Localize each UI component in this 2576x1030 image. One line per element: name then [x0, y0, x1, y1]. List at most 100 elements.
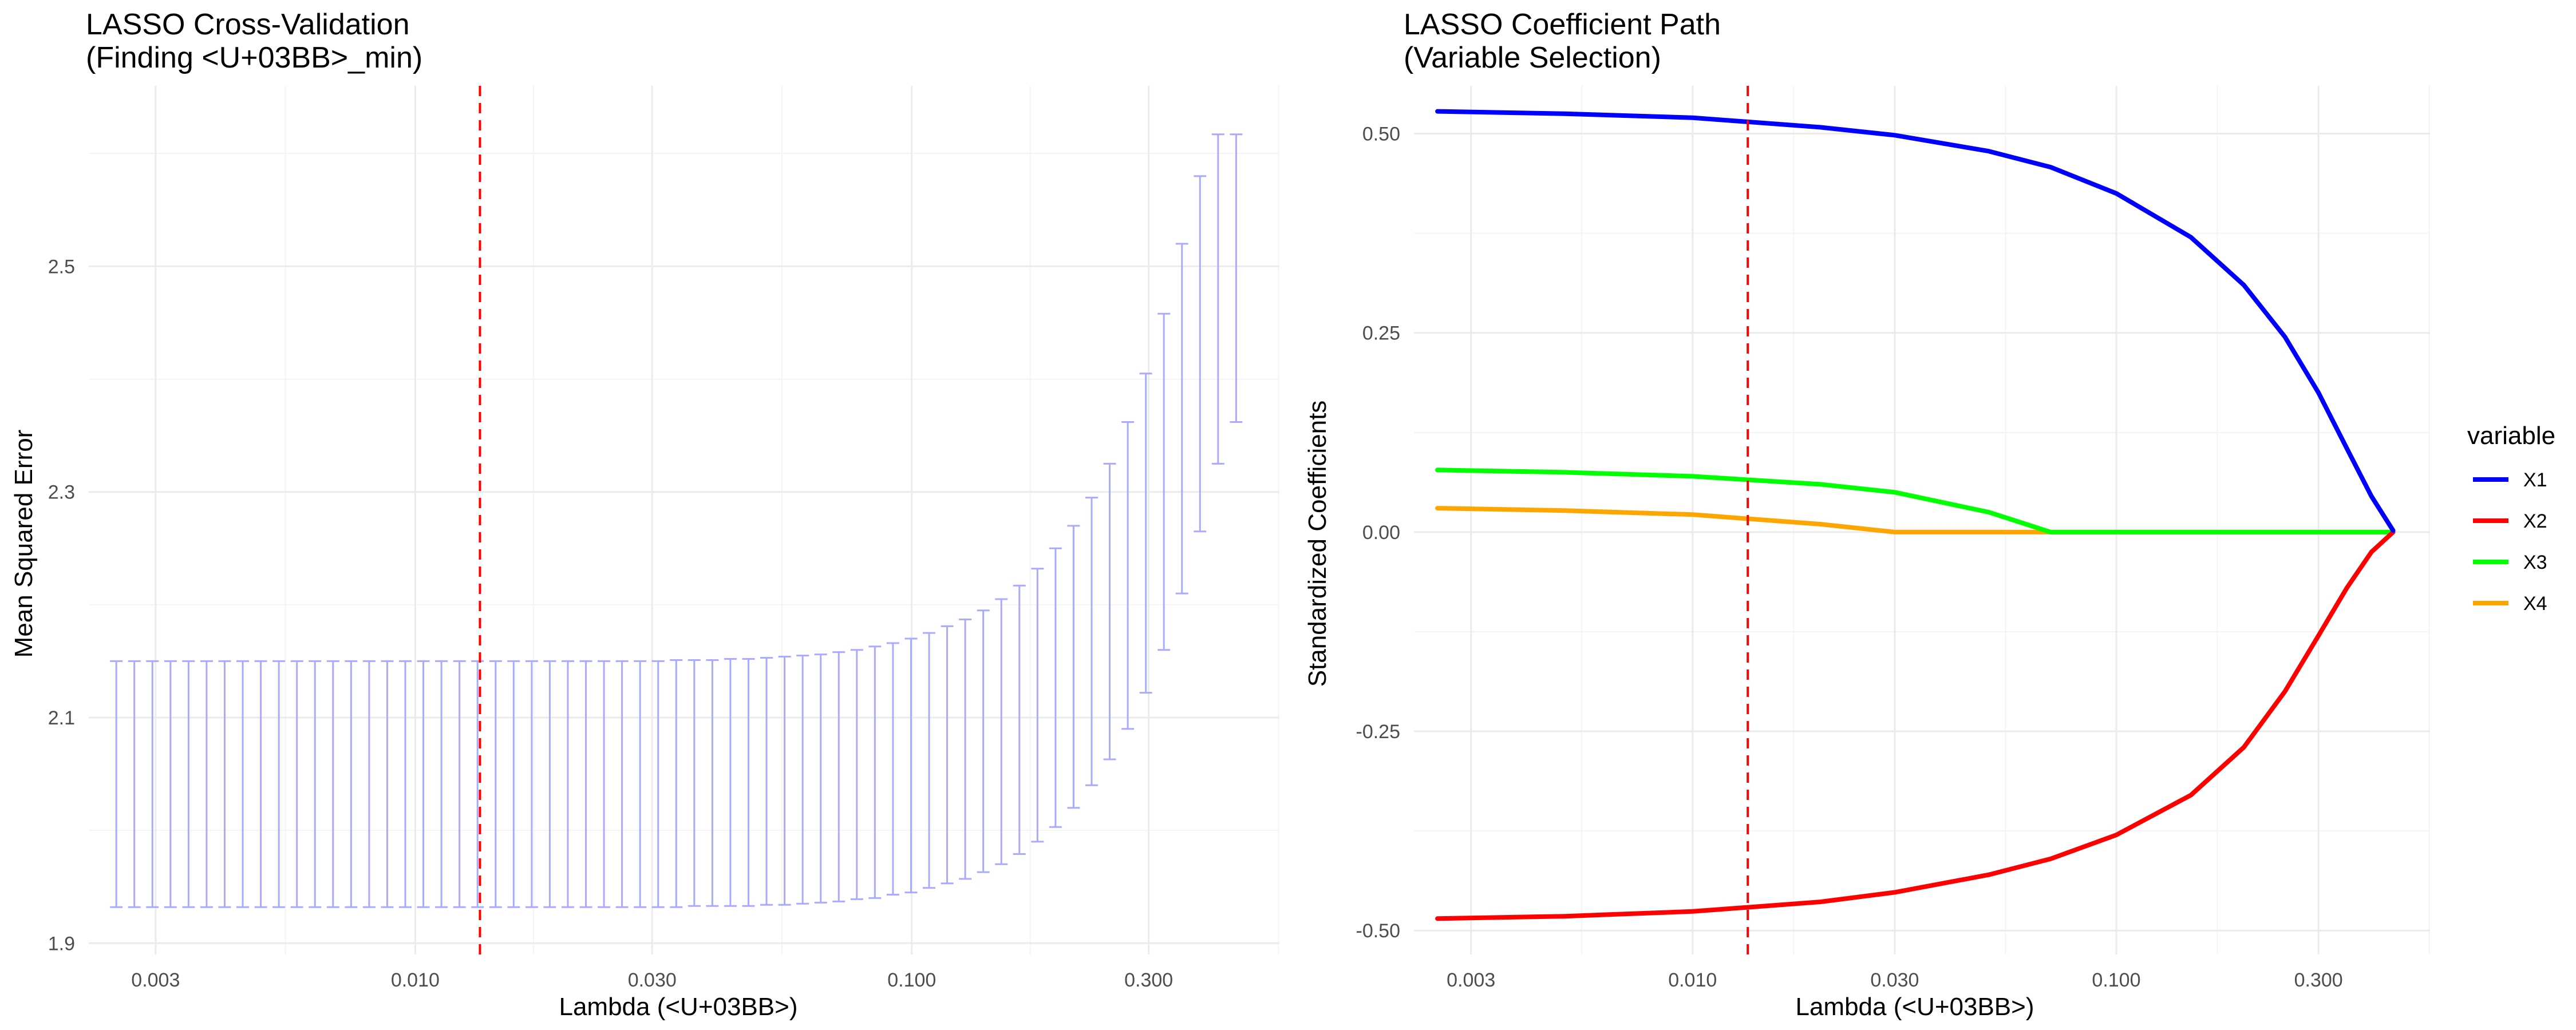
cv-error-bar — [1103, 462, 1116, 760]
cv-error-bar — [1139, 373, 1152, 694]
cv-error-bar — [435, 660, 448, 908]
cv-error-bar — [742, 657, 755, 907]
legend-item-x2: X2 — [2473, 510, 2547, 532]
legend: variable X1 X2 X3 X4 — [2467, 422, 2555, 615]
legend-label: X1 — [2523, 469, 2547, 491]
cv-error-bar — [254, 660, 267, 908]
coef-x-tick-label: 0.030 — [1870, 969, 1919, 991]
cv-error-bar — [417, 660, 430, 908]
cv-y-tick-label: 2.3 — [48, 482, 75, 504]
cv-error-bar — [1211, 133, 1224, 465]
cv-error-bar — [579, 660, 592, 908]
cv-error-bar — [1121, 421, 1135, 730]
cv-error-bar — [670, 659, 683, 908]
cv-error-bar — [1049, 547, 1062, 828]
legend-title: variable — [2467, 422, 2555, 450]
coef-series-lines — [1435, 109, 2396, 921]
series-line-x2 — [1435, 529, 2396, 921]
cv-error-bar — [760, 657, 773, 906]
cv-error-bar — [489, 660, 502, 908]
cv-y-ticks: 1.9 2.1 2.3 2.5 — [48, 256, 75, 954]
series-line-x1 — [1435, 109, 2396, 533]
cv-y-tick-label: 2.5 — [48, 256, 75, 278]
series-line-x3 — [1435, 468, 2396, 534]
cv-x-tick-label: 0.030 — [628, 969, 677, 991]
cv-error-bar — [796, 655, 809, 905]
cv-error-bar — [272, 660, 286, 908]
cv-error-bar — [724, 657, 737, 907]
coef-y-tick-label: 0.50 — [1362, 124, 1400, 145]
cv-error-bar — [778, 656, 791, 906]
cv-error-bar — [814, 653, 827, 904]
coef-x-tick-label: 0.010 — [1668, 969, 1717, 991]
cv-error-bar — [218, 660, 231, 908]
cv-error-bar — [615, 660, 629, 908]
cv-error-bar — [941, 625, 954, 885]
coef-y-tick-label: -0.25 — [1356, 721, 1401, 743]
coef-y-ticks: -0.50 -0.25 0.00 0.25 0.50 — [1356, 124, 1401, 942]
cv-x-tick-label: 0.010 — [391, 969, 440, 991]
legend-label: X3 — [2523, 552, 2547, 573]
cv-error-bar — [977, 609, 990, 873]
cv-error-bar — [995, 598, 1008, 865]
cv-error-bar — [1013, 584, 1026, 855]
cv-error-bar — [200, 660, 213, 908]
cv-error-bar — [1067, 525, 1080, 809]
cv-error-bar — [128, 660, 141, 908]
series-line-x4 — [1435, 506, 2396, 534]
coef-title: LASSO Coefficient Path — [1404, 8, 1721, 41]
cv-error-bar — [886, 642, 899, 896]
legend-items: X1 X2 X3 X4 — [2473, 469, 2547, 615]
cv-error-bar — [1031, 568, 1044, 843]
coef-y-tick-label: 0.25 — [1362, 323, 1400, 344]
legend-item-x4: X4 — [2473, 593, 2547, 615]
coef-y-axis-title: Standardized Coefficients — [1303, 401, 1332, 687]
cv-grid — [89, 86, 1279, 954]
legend-label: X2 — [2523, 510, 2547, 532]
cv-error-bar — [1085, 497, 1098, 786]
cv-error-bar — [850, 649, 863, 900]
cv-error-bar — [868, 645, 882, 899]
cv-error-bar — [651, 660, 665, 908]
cv-error-bar — [1230, 133, 1243, 423]
cv-x-axis-title: Lambda (<U+03BB>) — [559, 993, 797, 1021]
cv-subtitle: (Finding <U+03BB>_min) — [86, 41, 422, 74]
coef-x-tick-label: 0.300 — [2294, 969, 2343, 991]
coef-x-tick-label: 0.100 — [2092, 969, 2140, 991]
cv-error-bar — [1194, 175, 1207, 533]
cv-error-bar — [923, 632, 936, 889]
cv-error-bar — [381, 660, 394, 908]
coef-subtitle: (Variable Selection) — [1404, 41, 1661, 74]
cv-error-bar — [398, 660, 412, 908]
cv-error-bar — [904, 637, 918, 894]
cv-error-bar — [1175, 243, 1188, 595]
cv-x-tick-label: 0.100 — [887, 969, 936, 991]
cv-title: LASSO Cross-Validation — [86, 8, 410, 41]
cv-error-bar — [706, 659, 719, 907]
cv-error-bar — [1157, 312, 1171, 651]
cv-x-ticks: 0.003 0.010 0.030 0.100 0.300 — [131, 969, 1173, 991]
cv-y-tick-label: 1.9 — [48, 933, 75, 954]
coef-x-tick-label: 0.003 — [1447, 969, 1495, 991]
cv-error-bar — [164, 660, 177, 908]
legend-item-x3: X3 — [2473, 552, 2547, 573]
cv-error-bar — [471, 660, 484, 908]
coef-x-axis-title: Lambda (<U+03BB>) — [1795, 993, 2034, 1021]
coef-panel: LASSO Coefficient Path (Variable Selecti… — [1303, 8, 2430, 1021]
cv-error-bar — [182, 660, 195, 908]
legend-item-x1: X1 — [2473, 469, 2547, 491]
cv-error-bar — [688, 659, 701, 907]
cv-x-tick-label: 0.003 — [131, 969, 180, 991]
cv-error-bar — [345, 660, 358, 908]
cv-error-bar — [362, 660, 376, 908]
legend-label: X4 — [2523, 593, 2547, 615]
cv-error-bar — [146, 660, 159, 908]
cv-error-bar — [326, 660, 339, 908]
cv-error-bar — [236, 660, 250, 908]
cv-error-bar — [598, 660, 611, 908]
coef-grid — [1414, 86, 2430, 954]
cv-error-bar — [959, 618, 972, 880]
coef-x-ticks: 0.003 0.010 0.030 0.100 0.300 — [1447, 969, 2343, 991]
cv-error-bars — [110, 133, 1243, 908]
cv-y-tick-label: 2.1 — [48, 707, 75, 729]
